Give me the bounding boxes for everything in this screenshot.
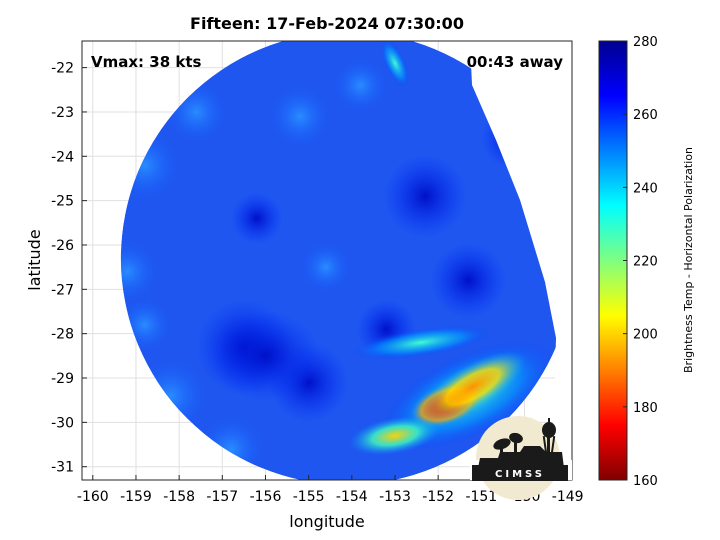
y-axis-ticks: -22 -23 -24 -25 -26 -27 -28 -29 -30 -31	[51, 61, 87, 476]
swath-feature-warm-core	[210, 310, 321, 401]
swath-warm-area	[430, 242, 507, 319]
swath-texture	[270, 86, 331, 147]
colorbar-tick-label: 200	[633, 328, 658, 343]
swath-cool-band	[351, 325, 491, 360]
x-tick-label: -157	[206, 489, 238, 505]
x-tick-label: -158	[163, 489, 195, 505]
colorbar-tick-label: 280	[633, 35, 658, 50]
x-tick-label: -156	[250, 489, 282, 505]
swath-texture	[120, 241, 158, 302]
y-axis-label: latitude	[25, 229, 44, 290]
y-tick-label: -27	[51, 282, 74, 298]
chart-title: Fifteen: 17-Feb-2024 07:30:00	[190, 14, 464, 33]
swath-feature-cold-tail	[349, 416, 441, 456]
colorbar-tick-label: 240	[633, 181, 658, 196]
swath-feature-cold-band	[419, 351, 526, 423]
distance-annotation: 00:43 away	[467, 53, 564, 71]
y-tick-label: -30	[51, 415, 74, 431]
colorbar-tick-label: 220	[633, 255, 658, 270]
colorbar	[598, 40, 628, 481]
x-axis-label: longitude	[289, 512, 364, 531]
colorbar-tick-label: 260	[633, 108, 658, 123]
swath-warm-area	[230, 192, 283, 245]
swath-feature-north-streak	[380, 41, 410, 88]
swath-warm-area	[383, 154, 468, 239]
y-tick-label: -22	[51, 61, 74, 77]
cimss-logo: CIMSS	[470, 416, 572, 500]
colorbar-ticks: 160 180 200 220 240 260 280	[623, 35, 658, 489]
y-tick-label: -28	[51, 327, 74, 343]
y-tick-label: -26	[51, 238, 74, 254]
y-tick-label: -31	[51, 460, 74, 476]
x-tick-label: -152	[422, 489, 454, 505]
swath-texture	[301, 243, 350, 292]
x-tick-label: -153	[379, 489, 411, 505]
x-tick-label: -149	[552, 489, 584, 505]
axes-frame	[81, 40, 573, 481]
colorbar-label: Brightness Temp - Horizontal Polarizatio…	[682, 147, 695, 373]
vmax-annotation: Vmax: 38 kts	[91, 53, 201, 71]
logo-text: CIMSS	[495, 469, 545, 480]
y-tick-label: -29	[51, 371, 74, 387]
colorbar-tick-label: 180	[633, 401, 658, 416]
x-tick-label: -160	[77, 489, 109, 505]
y-tick-label: -23	[51, 105, 74, 121]
y-tick-label: -25	[51, 194, 74, 210]
x-tick-label: -154	[336, 489, 368, 505]
swath-edge-mask	[470, 41, 572, 480]
swath-texture	[334, 59, 387, 112]
y-tick-label: -24	[51, 149, 74, 165]
x-tick-label: -159	[120, 489, 152, 505]
x-tick-label: -155	[293, 489, 325, 505]
colorbar-tick-label: 160	[633, 474, 658, 489]
x-tick-label: -151	[465, 489, 497, 505]
